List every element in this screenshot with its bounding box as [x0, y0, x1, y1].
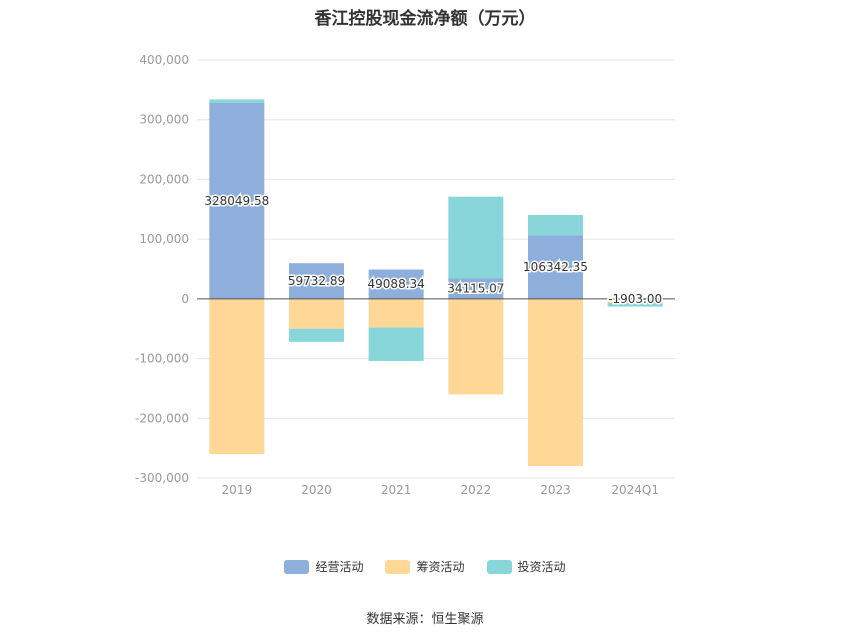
bar-operating-2022: [448, 278, 504, 299]
bar-operating-2020: [289, 263, 344, 299]
legend-label: 经营活动: [315, 560, 364, 574]
legend-swatch: [385, 559, 411, 574]
legend-swatch: [284, 559, 310, 574]
bar-financing-2021: [368, 298, 424, 328]
bar-investing-2020: [289, 328, 344, 342]
data-label-layer: 328049.58 59732.89 49088.34 34115.07 106342.…: [203, 192, 664, 307]
bar-investing-2019: [209, 99, 265, 103]
legend-label: 投资活动: [517, 560, 566, 574]
data-source-note: 数据来源：恒生聚源: [366, 612, 484, 627]
x-tick-label: 2024Q1: [611, 483, 659, 497]
x-tick-label: 2019: [222, 483, 253, 497]
bar-operating-2019: [209, 102, 265, 299]
y-tick-label: 300,000: [139, 113, 189, 127]
x-tick-label: 2022: [461, 483, 492, 497]
legend-label: 筹资活动: [416, 560, 465, 574]
bar-financing-2020: [289, 298, 344, 329]
data-label: 49088.34: [368, 277, 425, 291]
bar-financing-2023: [528, 298, 583, 467]
data-label: -1903.00: [608, 292, 662, 306]
x-tick-label: 2020: [301, 483, 332, 497]
legend-item[interactable]: 投资活动: [486, 558, 566, 575]
x-tick-label: 2023: [540, 483, 571, 497]
data-label: 34115.07: [447, 282, 504, 296]
x-tick-layer: 2019 2020 2021 2022 2023 2024Q1: [222, 483, 659, 497]
bar-investing-2022: [448, 196, 504, 279]
legend-item[interactable]: 筹资活动: [385, 558, 465, 575]
bar-financing-2024Q1: [607, 299, 663, 303]
y-tick-layer: 400,000 300,000 200,000 100,000 0 -100,000 -20…: [135, 53, 189, 485]
bar-financing-2019: [209, 298, 265, 455]
y-tick-label: 400,000: [139, 53, 189, 67]
data-label: 106342.35: [523, 260, 588, 274]
y-tick-label: 100,000: [139, 232, 189, 246]
y-tick-label: -200,000: [135, 411, 189, 425]
bar-investing-2023: [528, 215, 583, 236]
bar-investing-2024Q1: [607, 302, 663, 307]
legend-swatch: [486, 559, 512, 574]
x-tick-label: 2021: [381, 483, 412, 497]
y-tick-label: 0: [181, 292, 189, 306]
y-tick-label: 200,000: [139, 172, 189, 186]
data-label: 328049.58: [204, 194, 269, 208]
y-tick-label: -300,000: [135, 471, 189, 485]
bar-financing-2022: [448, 298, 504, 395]
bar-layer: [209, 99, 663, 467]
legend: 经营活动 筹资活动 投资活动: [0, 558, 850, 575]
bar-investing-2021: [368, 327, 424, 361]
bar-operating-2021: [368, 269, 424, 299]
bar-operating-2023: [528, 235, 583, 299]
grid-layer: [197, 59, 675, 479]
chart-title: 香江控股现金流净额（万元）: [314, 9, 536, 29]
data-label: 59732.89: [288, 274, 345, 288]
y-tick-label: -100,000: [135, 352, 189, 366]
bar-operating-2024Q1: [607, 298, 663, 300]
legend-item[interactable]: 经营活动: [284, 558, 363, 575]
